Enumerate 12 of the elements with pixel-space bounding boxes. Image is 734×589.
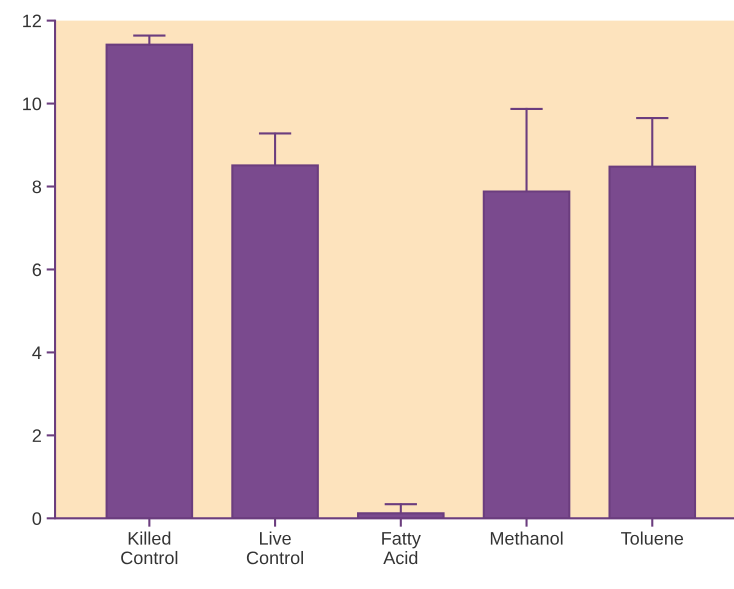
x-tick-label: Methanol: [490, 532, 562, 545]
x-tick-label: Live Control: [246, 532, 303, 564]
y-tick-label: 0: [32, 512, 42, 526]
y-tick-label: 8: [32, 180, 42, 194]
y-tick-label: 6: [32, 263, 42, 276]
y-tick-label: 10: [23, 98, 42, 110]
y-tick-label: 12: [23, 14, 41, 28]
y-tick-label: 4: [32, 346, 42, 359]
x-tick-label: Killed Control: [121, 532, 178, 564]
x-tick-label: Toluene: [621, 532, 684, 545]
x-tick-label: Fatty Acid: [382, 532, 421, 564]
y-tick-label: 2: [32, 429, 41, 442]
